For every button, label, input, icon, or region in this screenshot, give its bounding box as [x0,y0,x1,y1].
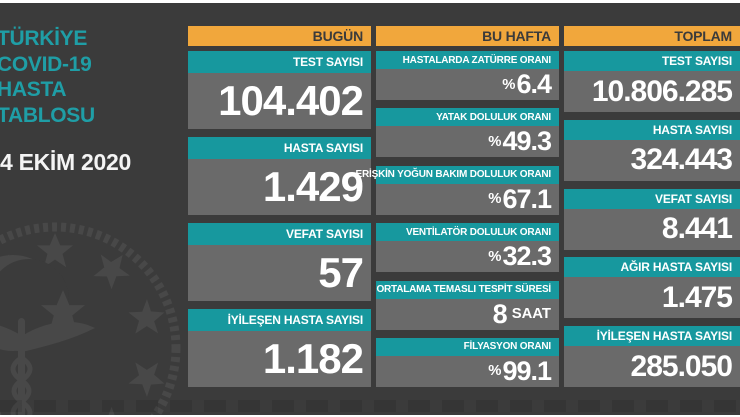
value-prefix: % [488,248,502,265]
metric-value: 8.441 [564,209,740,250]
stat-card: HASTA SAYISI 1.429 [188,137,371,215]
report-date: 4 EKİM 2020 [0,149,131,175]
metric-value: % 32.3 [376,241,559,272]
card-list-toplam: TEST SAYISI 10.806.285 HASTA SAYISI 324.443… [564,51,740,387]
metric-value: 1.182 [188,331,371,387]
metric-label: HASTALARDA ZATÜRRE ORANI [376,51,559,69]
value-number: 324.443 [630,143,733,177]
card-list-bu-hafta: HASTALARDA ZATÜRRE ORANI% 6.4 YATAK DOLULU… [356,51,559,387]
metric-value: 285.050 [564,346,740,387]
stat-card: AĞIR HASTA SAYISI 1.475 [564,257,740,319]
metric-value: 104.402 [188,73,371,129]
stat-card: İYİLEŞEN HASTA SAYISI 285.050 [564,326,740,387]
metric-label: FİLYASYON ORANI [376,337,559,356]
metric-value: % 99.1 [376,356,559,387]
value-prefix: % [488,191,502,208]
column-header-bugun: BUGÜN [188,26,371,46]
page-title-line: HASTA [0,78,67,101]
metric-label: HASTA SAYISI [188,137,371,159]
value-number: 8.441 [661,212,733,245]
value-prefix: % [488,133,502,150]
metric-label: VEFAT SAYISI [564,188,740,209]
stat-card: YATAK DOLULUK ORANI% 49.3 [376,108,559,158]
stat-card: HASTALARDA ZATÜRRE ORANI% 6.4 [376,51,559,100]
page-title-line: COVID-19 [0,52,92,76]
health-ministry-logo-icon [0,222,181,417]
value-number: 99.1 [502,355,552,386]
metric-label: HASTA SAYISI [564,119,740,140]
stat-card: VENTİLATÖR DOLULUK ORANI% 32.3 [376,223,559,273]
column-bugun: BUGÜN TEST SAYISI 104.402 HASTA SAYISI 1.42… [188,26,371,387]
stat-card: VEFAT SAYISI 8.441 [564,188,740,250]
bottom-border [0,415,740,417]
top-border [0,0,740,3]
metric-label: İYİLEŞEN HASTA SAYISI [564,326,740,346]
stat-card: ORTALAMA TEMASLI TESPİT SÜRESİ 8 SAAT [376,280,559,330]
column-header-toplam: TOPLAM [564,26,740,46]
value-number: 1.182 [262,335,364,382]
stat-card: İYİLEŞEN HASTA SAYISI 1.182 [188,309,371,387]
value-number: 8 [492,298,508,329]
value-number: 67.1 [502,183,552,214]
metric-label: AĞIR HASTA SAYISI [564,257,740,278]
value-number: 32.3 [502,241,552,272]
decorative-bottom-pattern [0,400,740,412]
card-list-bugun: TEST SAYISI 104.402 HASTA SAYISI 1.429 VEFAT… [188,51,371,387]
stat-card: TEST SAYISI 10.806.285 [564,51,740,112]
metric-label: ERİŞKİN YOĞUN BAKIM DOLULUK ORANI [356,165,559,184]
stat-card: HASTA SAYISI 324.443 [564,119,740,181]
value-number: 104.402 [218,77,364,124]
metric-value: 324.443 [564,140,740,181]
stat-card: VEFAT SAYISI 57 [188,223,371,301]
page-title-line: TÜRKİYE [0,27,88,50]
metric-label: VENTİLATÖR DOLULUK ORANI [376,223,559,242]
column-header-bu-hafta: BU HAFTA [376,26,559,46]
metric-value: 10.806.285 [564,71,740,112]
metric-value: % 67.1 [376,184,559,215]
column-bu-hafta: BU HAFTA HASTALARDA ZATÜRRE ORANI% 6.4 YAT… [356,26,559,387]
metric-label: ORTALAMA TEMASLI TESPİT SÜRESİ [376,280,559,299]
stat-card: FİLYASYON ORANI% 99.1 [376,337,559,387]
value-number: 285.050 [630,349,733,383]
value-number: 49.3 [502,126,552,157]
metric-value: 57 [188,245,371,301]
metric-value: 8 SAAT [376,299,559,330]
metric-value: 1.475 [564,277,740,318]
value-number: 1.475 [661,280,733,314]
metric-label: YATAK DOLULUK ORANI [376,108,559,127]
value-number: 10.806.285 [591,74,733,108]
page-title: TÜRKİYE COVID-19 HASTA TABLOSU [0,26,95,128]
metric-value: 1.429 [188,159,371,215]
value-suffix: SAAT [511,306,551,323]
column-toplam: TOPLAM TEST SAYISI 10.806.285 HASTA SAYISI… [564,26,740,387]
metric-value: % 6.4 [376,69,559,100]
metric-label: TEST SAYISI [188,51,371,73]
metric-label: İYİLEŞEN HASTA SAYISI [188,309,371,331]
page-title-line: TABLOSU [0,103,95,127]
value-number: 1.429 [262,163,364,210]
stat-card: ERİŞKİN YOĞUN BAKIM DOLULUK ORANI% 67.1 [356,165,559,215]
value-prefix: % [488,363,502,380]
metric-label: VEFAT SAYISI [188,223,371,245]
metric-label: TEST SAYISI [564,51,740,71]
metric-value: % 49.3 [376,126,559,157]
value-prefix: % [502,76,516,93]
stat-card: TEST SAYISI 104.402 [188,51,371,129]
value-number: 6.4 [516,69,552,99]
value-number: 57 [318,249,364,296]
